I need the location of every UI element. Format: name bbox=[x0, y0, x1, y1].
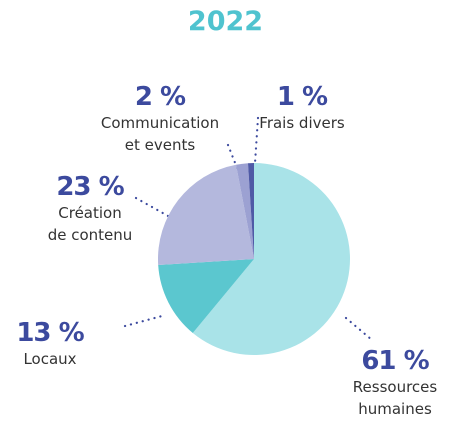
slice bbox=[158, 164, 254, 266]
value-label: 1 % bbox=[276, 82, 328, 112]
leader bbox=[123, 314, 164, 328]
value-label: 23 % bbox=[56, 172, 124, 202]
pie bbox=[158, 163, 351, 355]
slice-label: 2 % Communication et events bbox=[90, 82, 230, 156]
leader bbox=[252, 116, 260, 180]
value-label: 61 % bbox=[361, 346, 429, 376]
category-label: Frais divers bbox=[259, 114, 345, 132]
chart-title: 2022 bbox=[187, 6, 264, 37]
value-label: 13 % bbox=[16, 318, 84, 348]
leader-lines bbox=[123, 116, 374, 342]
slice bbox=[247, 163, 254, 259]
slice-label: 23 % Création de contenu bbox=[40, 172, 140, 246]
slice-label: 13 % Locaux bbox=[5, 318, 95, 370]
value-label: 2 % bbox=[134, 82, 186, 112]
slice bbox=[158, 259, 254, 333]
slice bbox=[236, 163, 254, 259]
category-label: Communication et events bbox=[100, 114, 220, 154]
leader bbox=[134, 196, 170, 218]
category-label: Création de contenu bbox=[47, 204, 133, 244]
slice bbox=[192, 163, 351, 355]
slice-label: 1 % Frais divers bbox=[247, 82, 357, 134]
category-label: Locaux bbox=[23, 350, 77, 368]
leader bbox=[344, 316, 374, 342]
category-label: Ressources humaines bbox=[352, 378, 438, 418]
slice-label: 61 % Ressources humaines bbox=[345, 346, 445, 420]
